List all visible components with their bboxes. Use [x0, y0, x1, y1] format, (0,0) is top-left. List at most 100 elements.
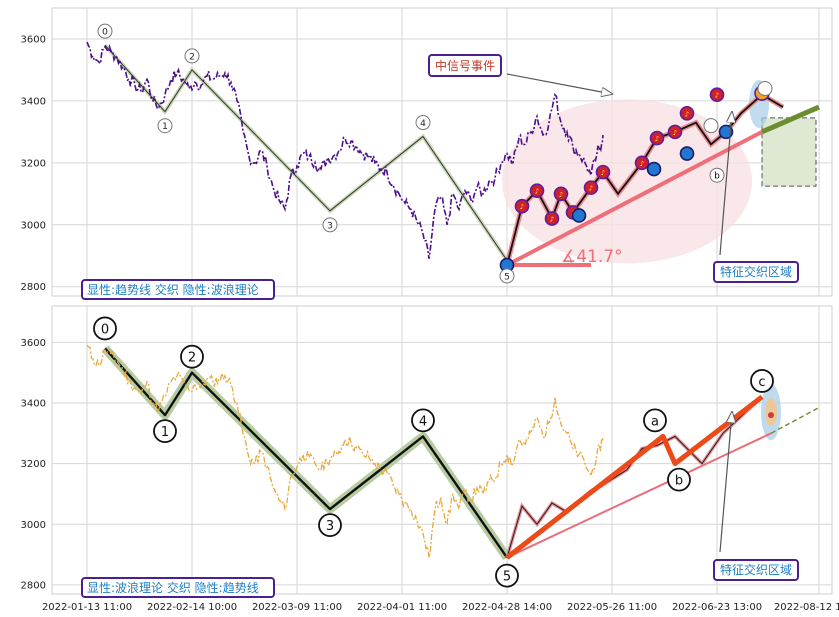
y-tick-label: 3200 [21, 459, 46, 470]
wave-label: 2 [188, 351, 196, 366]
feature-callout: 特征交织区域 [713, 559, 799, 581]
y-tick-label: 3000 [21, 220, 46, 231]
price-line [86, 41, 604, 259]
wave-label-circle [499, 268, 515, 284]
signal-marker-blue [679, 146, 695, 161]
signal-marker-glyph: ♪ [685, 110, 689, 118]
signal-marker-red [667, 124, 683, 140]
signal-marker-blue [718, 124, 734, 140]
x-tick-label: 2022-06-23 13:00 [672, 602, 762, 613]
bottom-panel: 2800 3000 3200 3400 3600 0 1 2 3 4 5 a b c 特征交织区域显性:波浪… [21, 305, 833, 598]
wave-label: 3 [326, 519, 334, 534]
signal-marker-glyph: ♪ [655, 135, 659, 143]
angle-label: ∡41.7° [561, 247, 623, 267]
wave-label: 5 [503, 570, 511, 585]
y-tick-label: 3600 [21, 338, 46, 349]
signal-marker-glyph: ♪ [559, 191, 563, 199]
y-tick-label: 3400 [21, 399, 46, 410]
x-tick-label: 2022-02-14 10:00 [147, 602, 237, 613]
feature-callout: 特征交织区域 [713, 261, 799, 283]
wave-label-circle [184, 48, 200, 64]
signal-marker-red [583, 180, 599, 195]
wave-label: 1 [162, 122, 168, 132]
y-tick-label: 3600 [21, 34, 46, 45]
wave-label: 3 [327, 221, 333, 231]
wave-label-circle [153, 419, 177, 444]
y-tick-label: 3000 [21, 520, 46, 531]
wave-label-circle [750, 369, 774, 393]
trend-line [506, 432, 772, 559]
signal-marker-red [514, 198, 530, 214]
wave-label: 4 [420, 119, 426, 129]
legend-callout: 显性:波浪理论 交织 隐性:趋势线 [81, 577, 275, 598]
price-line [86, 344, 604, 558]
feature-label: 特征交织区域 [720, 562, 792, 577]
sub-wave-line [506, 396, 763, 558]
feature-arrow [719, 412, 732, 553]
wave-label-circle [157, 118, 173, 134]
signal-marker-red [529, 183, 545, 199]
signal-marker-glyph: ♪ [601, 169, 605, 177]
wave-label-circle [322, 217, 338, 233]
y-tick-label: 2800 [21, 580, 46, 591]
x-tick-label: 2022-08-12 14:00 [774, 602, 839, 613]
wave-label: b [675, 474, 683, 489]
plot-frame [51, 305, 833, 595]
abc-wave [505, 394, 764, 560]
wave-label: b [714, 172, 720, 182]
top-panel: 28003000320034003600∡41.7°♪♪♪♪♪♪♪♪♪♪♪♪01… [21, 7, 833, 300]
y-tick-label: 3400 [21, 96, 46, 107]
y-tick-label: 3200 [21, 158, 46, 169]
wave-label-circle [318, 513, 342, 538]
trend-line [506, 130, 763, 267]
wave-label-circle [709, 167, 725, 183]
wave-label-circle [643, 408, 667, 433]
feature-box-label-frame [713, 559, 799, 581]
legend-callout: 显性:趋势线 交织 隐性:波浪理论 [81, 279, 275, 300]
x-tick-label: 2022-04-28 14:00 [462, 602, 552, 613]
signal-marker-glyph: ♪ [550, 216, 554, 224]
signal-marker-blue [571, 208, 587, 223]
wave-label: 2 [189, 52, 195, 62]
wave-label: a [651, 414, 659, 429]
legend-frame [81, 279, 275, 300]
signal-marker-glyph: ♪ [589, 185, 593, 193]
wave-label: 1 [161, 425, 169, 440]
wave-label: 4 [419, 414, 427, 429]
feature-glow-core [765, 398, 777, 427]
signal-marker-glyph: ♪ [535, 188, 539, 196]
signal-marker-glyph: ♪ [715, 92, 719, 100]
feature-label: 特征交织区域 [720, 264, 792, 279]
feature-point [768, 412, 774, 419]
x-tick-label: 2022-03-09 11:00 [252, 602, 342, 613]
wave-label: 0 [102, 28, 108, 38]
signal-marker-red [553, 186, 569, 202]
signal-event-label: 中信号事件 [435, 58, 495, 73]
signal-marker-glyph: ♪ [673, 129, 677, 137]
signal-marker-red [544, 211, 560, 226]
wave-label: 5 [504, 272, 510, 282]
wave-label-circle [757, 81, 773, 97]
wave-label-circle [495, 563, 519, 588]
x-axis: 2022-01-13 11:00 2022-02-14 10:00 2022-03-… [42, 602, 839, 613]
signal-marker-blue [646, 161, 662, 177]
signal-event-callout: 中信号事件 [428, 54, 502, 77]
signal-marker-red [709, 87, 725, 103]
wave-label: 0 [101, 322, 109, 337]
wave-label: c [758, 375, 765, 390]
signal-event-box [428, 54, 502, 77]
signal-marker-red [679, 105, 695, 121]
signal-event-arrow [506, 73, 612, 94]
wave-label-circle [415, 115, 431, 131]
signal-marker-red [595, 164, 611, 180]
feature-arrow [719, 112, 732, 256]
wave-label-circle [93, 316, 117, 341]
trend-extension [761, 104, 820, 135]
wave-label-circle [411, 408, 435, 433]
legend-frame [81, 577, 275, 598]
signal-marker-red [634, 155, 650, 171]
trend-extension [770, 406, 820, 434]
signal-marker-red [649, 130, 665, 146]
x-tick-label: 2022-05-26 11:00 [567, 602, 657, 613]
